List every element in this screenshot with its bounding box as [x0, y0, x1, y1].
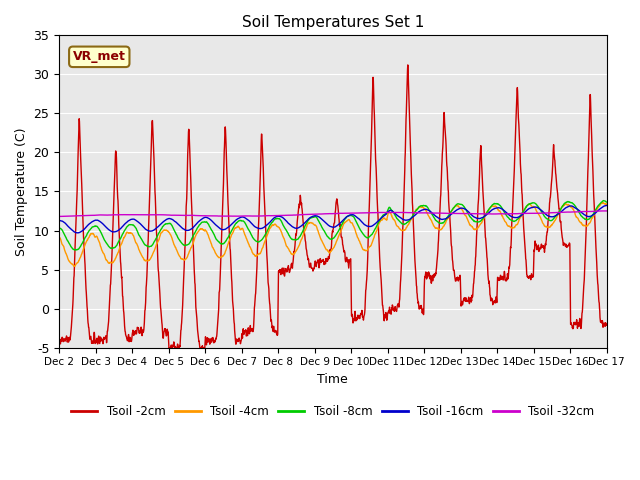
- Tsoil -2cm: [361, 310, 369, 315]
- Tsoil -4cm: [599, 200, 607, 205]
- Tsoil -2cm: [173, 348, 180, 354]
- Tsoil -4cm: [492, 204, 500, 209]
- Tsoil -8cm: [570, 201, 577, 207]
- Tsoil -8cm: [600, 198, 607, 204]
- Tsoil -4cm: [349, 222, 356, 228]
- Line: Tsoil -8cm: Tsoil -8cm: [59, 201, 607, 250]
- Tsoil -4cm: [55, 235, 63, 241]
- X-axis label: Time: Time: [317, 373, 348, 386]
- Tsoil -32cm: [55, 214, 63, 219]
- Y-axis label: Soil Temperature (C): Soil Temperature (C): [15, 127, 28, 256]
- Tsoil -32cm: [603, 208, 611, 214]
- Tsoil -8cm: [71, 247, 79, 253]
- Tsoil -8cm: [349, 213, 356, 219]
- Tsoil -8cm: [603, 199, 611, 205]
- Tsoil -4cm: [570, 207, 577, 213]
- Text: VR_met: VR_met: [73, 50, 125, 63]
- Tsoil -2cm: [349, 317, 356, 323]
- Tsoil -32cm: [570, 209, 577, 215]
- Tsoil -16cm: [570, 204, 577, 210]
- Tsoil -16cm: [74, 230, 82, 236]
- Tsoil -2cm: [55, 337, 63, 343]
- Tsoil -4cm: [555, 211, 563, 216]
- Tsoil -16cm: [208, 218, 216, 224]
- Line: Tsoil -2cm: Tsoil -2cm: [59, 65, 607, 351]
- Tsoil -2cm: [570, 321, 578, 326]
- Tsoil -32cm: [349, 210, 356, 216]
- Tsoil -2cm: [404, 62, 412, 68]
- Tsoil -8cm: [361, 233, 369, 239]
- Tsoil -8cm: [55, 226, 63, 231]
- Tsoil -4cm: [603, 202, 611, 207]
- Tsoil -32cm: [56, 214, 64, 219]
- Tsoil -2cm: [555, 202, 563, 208]
- Legend: Tsoil -2cm, Tsoil -4cm, Tsoil -8cm, Tsoil -16cm, Tsoil -32cm: Tsoil -2cm, Tsoil -4cm, Tsoil -8cm, Tsoi…: [67, 400, 599, 423]
- Tsoil -2cm: [492, 294, 500, 300]
- Tsoil -8cm: [208, 228, 216, 234]
- Tsoil -32cm: [492, 211, 500, 217]
- Tsoil -4cm: [208, 244, 216, 250]
- Tsoil -16cm: [492, 205, 500, 211]
- Tsoil -8cm: [492, 201, 500, 206]
- Tsoil -2cm: [603, 323, 611, 328]
- Tsoil -16cm: [361, 222, 369, 228]
- Tsoil -16cm: [603, 203, 611, 208]
- Tsoil -8cm: [555, 210, 563, 216]
- Tsoil -32cm: [208, 213, 216, 219]
- Tsoil -16cm: [55, 218, 63, 224]
- Tsoil -32cm: [361, 210, 369, 216]
- Title: Soil Temperatures Set 1: Soil Temperatures Set 1: [242, 15, 424, 30]
- Tsoil -16cm: [555, 211, 563, 217]
- Tsoil -16cm: [349, 212, 356, 217]
- Tsoil -32cm: [555, 210, 563, 216]
- Tsoil -4cm: [71, 264, 79, 269]
- Line: Tsoil -16cm: Tsoil -16cm: [59, 205, 607, 233]
- Line: Tsoil -4cm: Tsoil -4cm: [59, 203, 607, 266]
- Line: Tsoil -32cm: Tsoil -32cm: [59, 211, 607, 216]
- Tsoil -4cm: [361, 248, 369, 253]
- Tsoil -2cm: [208, 337, 216, 343]
